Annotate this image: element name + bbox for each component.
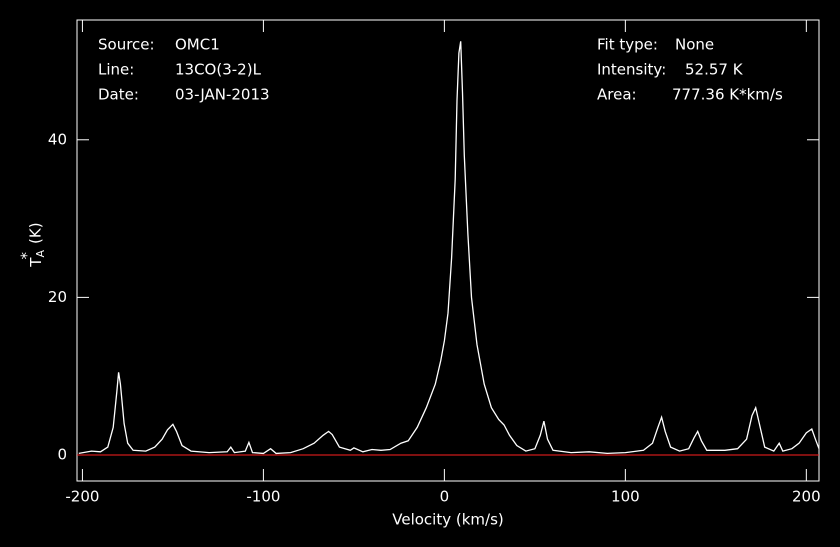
- y-axis-label: TA * (K): [18, 222, 48, 267]
- info-label: Area:: [597, 86, 637, 104]
- y-label-base: TA: [27, 250, 48, 268]
- info-label: Line:: [98, 61, 134, 79]
- plot-frame: [76, 19, 820, 482]
- x-tick-label: 200: [792, 488, 821, 506]
- info-label: Source:: [98, 36, 155, 54]
- x-tick-label: 0: [440, 488, 450, 506]
- y-tick-label: 20: [48, 288, 67, 306]
- y-label-sup: *: [18, 252, 36, 260]
- x-tick-label: -100: [246, 488, 280, 506]
- info-label: Intensity:: [597, 61, 666, 79]
- x-tick-label: -200: [65, 488, 99, 506]
- info-value: 03-JAN-2013: [175, 86, 270, 104]
- y-label-t: T: [27, 257, 45, 268]
- info-label: Fit type:: [597, 36, 658, 54]
- info-value: 52.57 K: [685, 61, 744, 79]
- y-tick-label: 0: [57, 445, 67, 463]
- info-value: None: [675, 36, 714, 54]
- info-value: 777.36 K*km/s: [672, 86, 783, 104]
- spectrum-line: [78, 41, 820, 455]
- y-label-sub: A: [34, 250, 47, 258]
- x-tick-label: 100: [611, 488, 640, 506]
- info-value: 13CO(3-2)L: [175, 61, 262, 79]
- info-value: OMC1: [175, 36, 220, 54]
- x-axis-label: Velocity (km/s): [392, 511, 503, 529]
- y-tick-label: 40: [48, 130, 67, 148]
- y-label-unit: (K): [27, 222, 45, 244]
- info-label: Date:: [98, 86, 139, 104]
